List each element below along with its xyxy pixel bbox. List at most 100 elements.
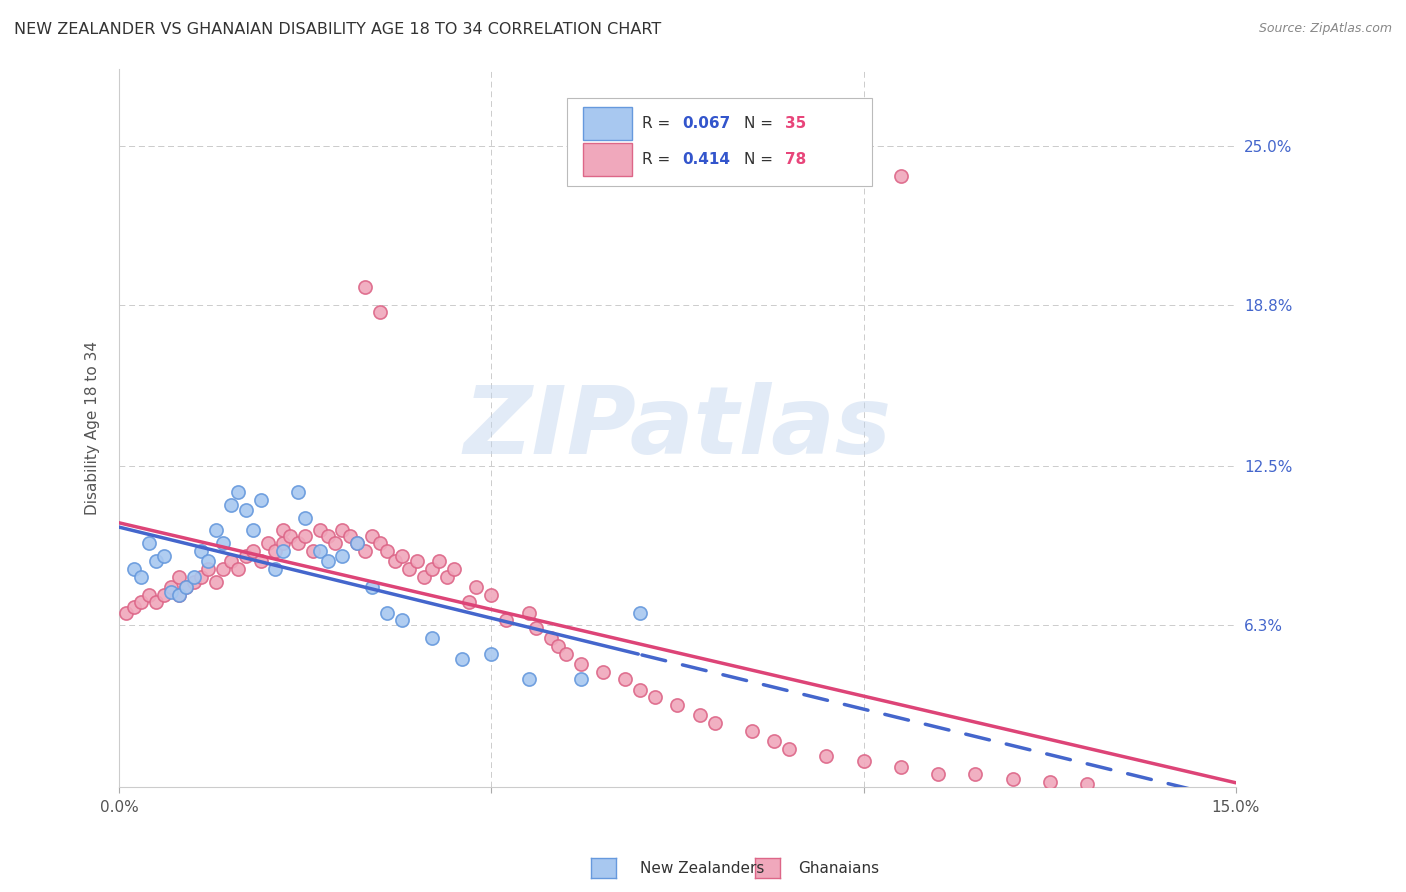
Point: [183, 574, 205, 589]
Point: [174, 580, 197, 594]
FancyBboxPatch shape: [582, 107, 631, 140]
Point: [763, 734, 786, 748]
Point: [226, 562, 249, 576]
Point: [479, 588, 502, 602]
Point: [361, 580, 384, 594]
Text: R =: R =: [641, 153, 675, 168]
Point: [420, 631, 443, 645]
Point: [294, 528, 316, 542]
Point: [332, 549, 354, 563]
Point: [554, 647, 576, 661]
Text: N =: N =: [744, 153, 779, 168]
Point: [309, 544, 332, 558]
Point: [145, 554, 167, 568]
Point: [323, 536, 346, 550]
Point: [167, 569, 190, 583]
Point: [122, 562, 145, 576]
Point: [689, 708, 711, 723]
Point: [413, 569, 436, 583]
Point: [145, 595, 167, 609]
Point: [540, 631, 562, 645]
Point: [205, 574, 228, 589]
Point: [391, 613, 413, 627]
Point: [346, 536, 368, 550]
Text: N =: N =: [744, 116, 779, 131]
Point: [190, 544, 212, 558]
Point: [301, 544, 323, 558]
Point: [644, 690, 666, 705]
Point: [569, 657, 592, 671]
Point: [278, 528, 301, 542]
Point: [264, 562, 287, 576]
Y-axis label: Disability Age 18 to 34: Disability Age 18 to 34: [86, 341, 100, 515]
Point: [235, 503, 257, 517]
Point: [152, 588, 174, 602]
Point: [614, 673, 637, 687]
Point: [131, 595, 153, 609]
Point: [249, 554, 271, 568]
Point: [115, 606, 138, 620]
Point: [287, 485, 309, 500]
Text: NEW ZEALANDER VS GHANAIAN DISABILITY AGE 18 TO 34 CORRELATION CHART: NEW ZEALANDER VS GHANAIAN DISABILITY AGE…: [14, 22, 661, 37]
Point: [242, 524, 264, 538]
Point: [249, 492, 271, 507]
Text: 78: 78: [785, 153, 806, 168]
Point: [353, 544, 375, 558]
Point: [160, 585, 183, 599]
Point: [122, 600, 145, 615]
Point: [167, 588, 190, 602]
Point: [592, 665, 614, 679]
Point: [628, 682, 651, 697]
Point: [368, 305, 391, 319]
Point: [131, 569, 153, 583]
Point: [339, 528, 361, 542]
Point: [361, 528, 384, 542]
Point: [965, 767, 987, 781]
Point: [346, 536, 368, 550]
Point: [741, 723, 763, 738]
Point: [391, 549, 413, 563]
Point: [212, 562, 235, 576]
Point: [569, 673, 592, 687]
Point: [271, 524, 294, 538]
Point: [183, 569, 205, 583]
Point: [427, 554, 450, 568]
Point: [703, 715, 725, 730]
Point: [524, 621, 547, 635]
Point: [219, 554, 242, 568]
Text: Ghanaians: Ghanaians: [799, 862, 880, 876]
Text: 0.067: 0.067: [682, 116, 730, 131]
Point: [235, 549, 257, 563]
Point: [517, 606, 540, 620]
Point: [271, 536, 294, 550]
Point: [495, 613, 517, 627]
Point: [353, 279, 375, 293]
Point: [264, 544, 287, 558]
Text: R =: R =: [641, 116, 675, 131]
Point: [1001, 772, 1024, 787]
Point: [628, 606, 651, 620]
Point: [420, 562, 443, 576]
Point: [443, 562, 465, 576]
Point: [375, 544, 398, 558]
Point: [138, 536, 160, 550]
FancyBboxPatch shape: [582, 144, 631, 177]
Point: [197, 554, 219, 568]
Point: [890, 169, 912, 184]
Point: [405, 554, 427, 568]
Point: [927, 767, 949, 781]
Point: [450, 652, 472, 666]
Point: [547, 639, 569, 653]
Point: [174, 580, 197, 594]
Point: [190, 569, 212, 583]
Point: [1076, 777, 1098, 791]
Text: ZIPatlas: ZIPatlas: [464, 382, 891, 474]
Point: [167, 588, 190, 602]
Point: [815, 749, 838, 764]
Text: Source: ZipAtlas.com: Source: ZipAtlas.com: [1258, 22, 1392, 36]
Point: [138, 588, 160, 602]
Point: [436, 569, 458, 583]
Point: [226, 485, 249, 500]
Text: 35: 35: [785, 116, 806, 131]
Point: [517, 673, 540, 687]
